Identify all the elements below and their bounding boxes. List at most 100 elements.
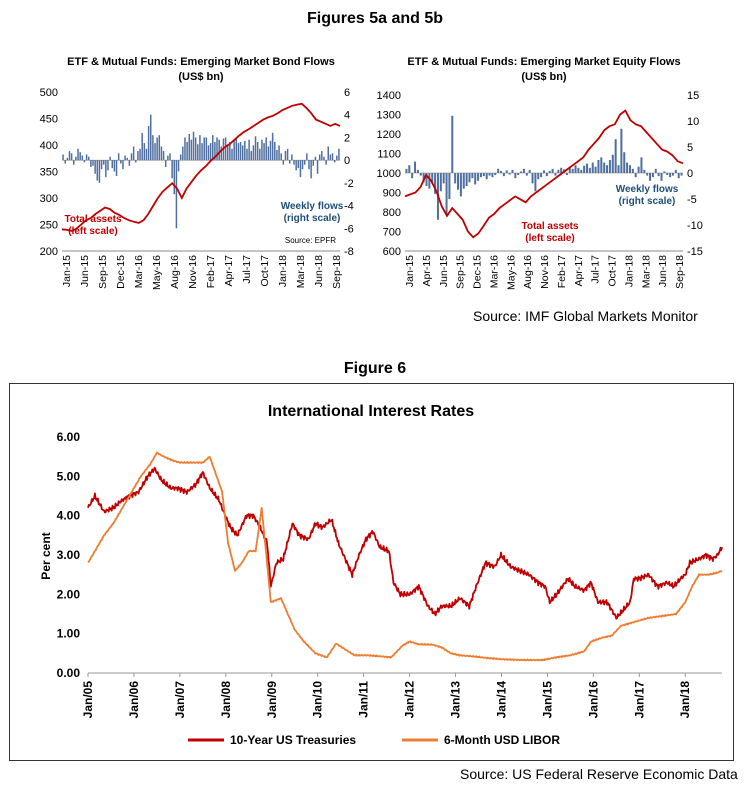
x-tick-label: Jun-18 — [657, 255, 669, 287]
weekly-flow-bar — [565, 173, 568, 176]
weekly-flow-bar — [288, 160, 291, 164]
weekly-flow-bar — [197, 144, 199, 161]
weekly-flow-bar — [92, 160, 94, 166]
weekly-flow-bar — [479, 173, 482, 178]
weekly-flow-bar — [614, 139, 617, 173]
treasury-10y-line — [87, 466, 723, 620]
weekly-flow-bar — [158, 135, 161, 161]
x-tick-label: Jul-17 — [241, 255, 253, 284]
x-tick-label: Jan/08 — [219, 681, 233, 719]
weekly-flow-bar — [68, 151, 71, 161]
x-tick-label: Jan/16 — [586, 681, 600, 719]
right-axis-tick-label: -6 — [344, 223, 354, 235]
weekly-flow-bar — [194, 137, 197, 161]
right-axis-tick-label: 2 — [344, 132, 350, 144]
weekly-flow-bar — [145, 148, 148, 161]
weekly-flow-bar — [663, 171, 666, 173]
left-axis-tick-label: 1000 — [377, 168, 401, 180]
left-axis-tick-label: 300 — [40, 193, 58, 205]
left-axis-tick-label: 400 — [40, 140, 58, 152]
weekly-flow-bar — [431, 173, 434, 184]
weekly-flow-bar — [162, 151, 165, 161]
weekly-flow-bar — [502, 173, 505, 177]
weekly-flow-bar — [175, 160, 178, 229]
weekly-flow-bar — [218, 139, 220, 161]
x-tick-label: Oct-17 — [259, 255, 271, 287]
weekly-flow-bar — [425, 173, 428, 186]
weekly-flow-bar — [338, 148, 340, 161]
weekly-flow-bar — [583, 165, 586, 173]
weekly-flow-bar — [321, 151, 323, 161]
weekly-flow-bar — [115, 160, 118, 177]
weekly-flow-bar — [207, 145, 210, 161]
left-axis-tick-label: 900 — [383, 188, 401, 200]
weekly-flow-bar — [295, 160, 297, 171]
weekly-flow-bar — [77, 148, 79, 161]
weekly-flow-bar — [603, 162, 606, 173]
weekly-flow-bar — [278, 145, 280, 161]
weekly-flow-bar — [105, 160, 107, 178]
weekly-flow-bar — [173, 160, 176, 195]
weekly-flow-bar — [477, 173, 480, 181]
left-axis-tick-label: 600 — [383, 246, 401, 258]
left-axis-tick-label: 1300 — [377, 110, 401, 122]
weekly-flow-bar — [269, 140, 272, 161]
weekly-flow-bar — [442, 173, 445, 184]
weekly-flow-bar — [416, 169, 419, 173]
right-axis-tick-label: 0 — [344, 155, 350, 167]
weekly-flow-bar — [81, 155, 84, 161]
chart-title: International Interest Rates — [268, 403, 474, 420]
weekly-flow-bar — [514, 173, 517, 179]
weekly-flow-bar — [451, 115, 454, 173]
weekly-flow-bar — [135, 160, 137, 163]
weekly-flows-annotation-scale: (right scale) — [284, 213, 341, 224]
weekly-flow-bar — [241, 145, 244, 161]
left-axis-tick-label: 350 — [40, 167, 58, 179]
right-axis-tick-label: 4 — [344, 110, 350, 122]
weekly-flows-annotation: Weekly flows — [616, 184, 679, 195]
weekly-flow-bar — [537, 173, 540, 180]
weekly-flow-bar — [674, 169, 677, 173]
weekly-flow-bar — [448, 173, 451, 199]
right-axis-tick-label: 10 — [687, 116, 699, 128]
weekly-flow-bar — [597, 160, 600, 173]
weekly-flow-bar — [190, 139, 193, 161]
x-tick-label: Jun-15 — [438, 255, 450, 287]
y-tick-label: 5.00 — [57, 469, 81, 483]
weekly-flow-bar — [626, 162, 629, 173]
weekly-flow-bar — [414, 161, 417, 173]
x-tick-label: Jan/15 — [540, 681, 554, 719]
weekly-flow-bar — [96, 160, 99, 181]
weekly-flow-bar — [164, 160, 167, 167]
weekly-flow-bar — [237, 143, 240, 161]
figure-6-heading: Figure 6 — [343, 360, 407, 377]
weekly-flow-bar — [261, 139, 263, 161]
total-assets-line — [404, 109, 684, 239]
weekly-flow-bar — [276, 149, 278, 161]
weekly-flow-bar — [171, 160, 173, 179]
x-tick-label: Jan/09 — [265, 681, 279, 719]
weekly-flow-bar — [445, 173, 448, 215]
weekly-flow-bar — [422, 173, 425, 183]
weekly-flow-bar — [254, 136, 257, 161]
weekly-flow-bar — [520, 171, 523, 173]
weekly-flow-bar — [75, 156, 77, 161]
weekly-flow-bar — [265, 137, 267, 161]
x-tick-label: Jan/11 — [357, 681, 371, 718]
weekly-flow-bar — [212, 135, 214, 161]
weekly-flow-bar — [617, 165, 620, 173]
weekly-flow-bar — [141, 132, 143, 161]
x-tick-label: Dec-15 — [115, 255, 127, 289]
weekly-flow-bar — [594, 166, 597, 173]
x-tick-label: Jul-17 — [590, 255, 602, 284]
weekly-flow-bar — [428, 173, 431, 189]
x-tick-label: Feb-17 — [205, 255, 217, 288]
weekly-flow-bar — [229, 141, 231, 161]
weekly-flows-annotation-scale: (right scale) — [619, 196, 676, 207]
weekly-flow-bar — [408, 165, 411, 173]
total-assets-line — [61, 102, 341, 232]
x-tick-label: Oct-17 — [607, 255, 619, 287]
weekly-flow-bar — [660, 173, 663, 181]
left-axis-tick-label: 250 — [40, 220, 58, 232]
x-tick-label: Jun-15 — [79, 255, 91, 287]
